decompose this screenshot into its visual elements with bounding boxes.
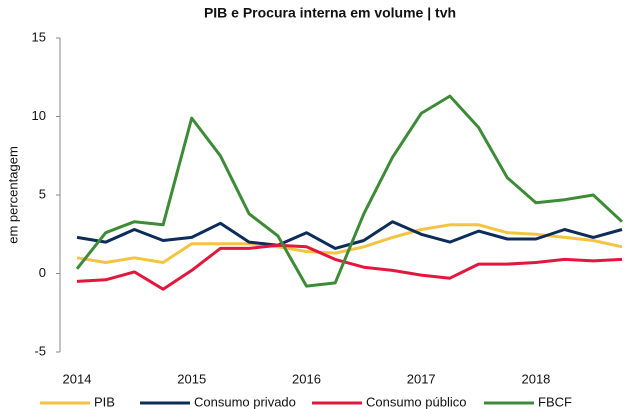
series-line: [76, 243, 623, 291]
y-tick-label: 0: [39, 265, 46, 280]
legend-label: Consumo público: [366, 394, 466, 409]
y-tick-label: 5: [39, 186, 46, 201]
x-tick-label: 2018: [521, 371, 550, 386]
y-tick-label: 10: [32, 108, 46, 123]
legend-label: Consumo privado: [194, 394, 296, 409]
legend-label: PIB: [94, 394, 115, 409]
y-axis-label: em percentagem: [5, 146, 20, 244]
chart-title: PIB e Procura interna em volume | tvh: [204, 5, 456, 21]
x-tick-label: 2015: [177, 371, 206, 386]
y-tick-label: 15: [32, 29, 46, 44]
x-tick-label: 2016: [292, 371, 321, 386]
legend-label: FBCF: [538, 394, 572, 409]
series-line: [75, 94, 624, 288]
x-tick-label: 2017: [407, 371, 436, 386]
x-tick-label: 2014: [63, 371, 92, 386]
y-tick-label: -5: [34, 343, 46, 358]
